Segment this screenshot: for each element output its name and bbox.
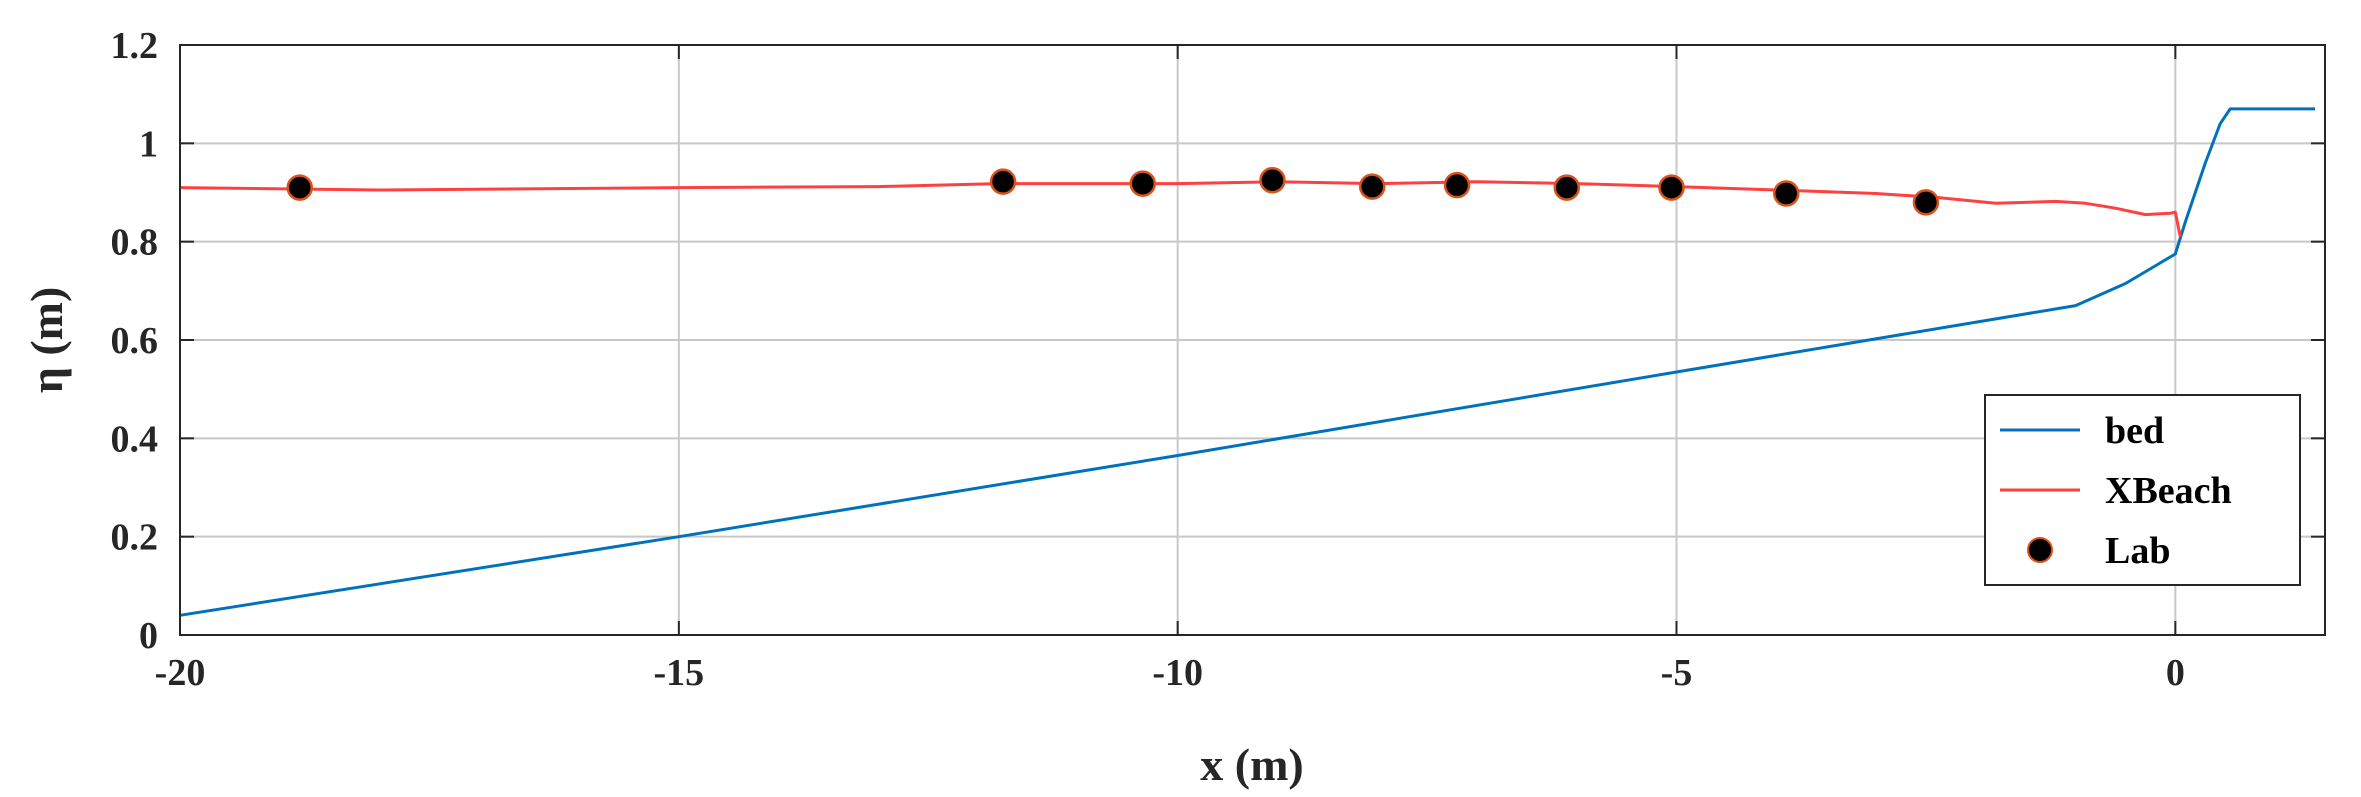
series-line-xbeach: [179, 180, 2182, 238]
legend: bed XBeach Lab: [1984, 394, 2301, 586]
legend-label-bed: bed: [2105, 410, 2164, 452]
x-tick-label: 0: [2166, 652, 2185, 694]
y-tick-label: 1: [139, 123, 158, 165]
series-line-bed: [179, 107, 2315, 617]
x-tick-label: -10: [1152, 652, 1203, 694]
data-point-lab: [1443, 171, 1471, 199]
data-point-lab: [1259, 166, 1286, 194]
x-axis-label: x (m): [1200, 739, 1303, 790]
y-tick-label: 0.6: [111, 320, 159, 362]
data-point-lab: [1358, 173, 1386, 200]
y-tick-label: 0.8: [111, 222, 159, 264]
x-tick-label: -15: [654, 652, 705, 694]
data-point-lab: [1658, 174, 1685, 201]
x-tick-label: -5: [1661, 652, 1693, 694]
legend-label-lab: Lab: [2105, 530, 2170, 572]
legend-swatch-lab: [2027, 537, 2053, 563]
y-ticks: 0 0.2 0.4 0.6 0.8 1 1.2: [111, 25, 2325, 657]
data-point-lab: [286, 174, 313, 201]
series-layer: [179, 107, 2315, 617]
data-point-lab: [1129, 170, 1157, 197]
data-point-lab: [1912, 189, 1940, 216]
x-ticks: -20 -15 -10 -5 0: [155, 45, 2185, 694]
x-tick-label: -20: [155, 652, 206, 694]
data-point-lab: [1553, 174, 1581, 201]
y-tick-label: 0.4: [111, 418, 159, 460]
data-point-lab: [1773, 180, 1800, 207]
plot-frame: [179, 44, 2326, 636]
grid: [179, 44, 2325, 636]
y-tick-label: 0.2: [111, 517, 159, 559]
data-point-lab: [989, 168, 1017, 195]
legend-label-xbeach: XBeach: [2105, 470, 2232, 512]
y-tick-label: 1.2: [111, 25, 159, 67]
y-axis-label: η (m): [21, 287, 72, 394]
y-tick-label: 0: [139, 615, 158, 657]
